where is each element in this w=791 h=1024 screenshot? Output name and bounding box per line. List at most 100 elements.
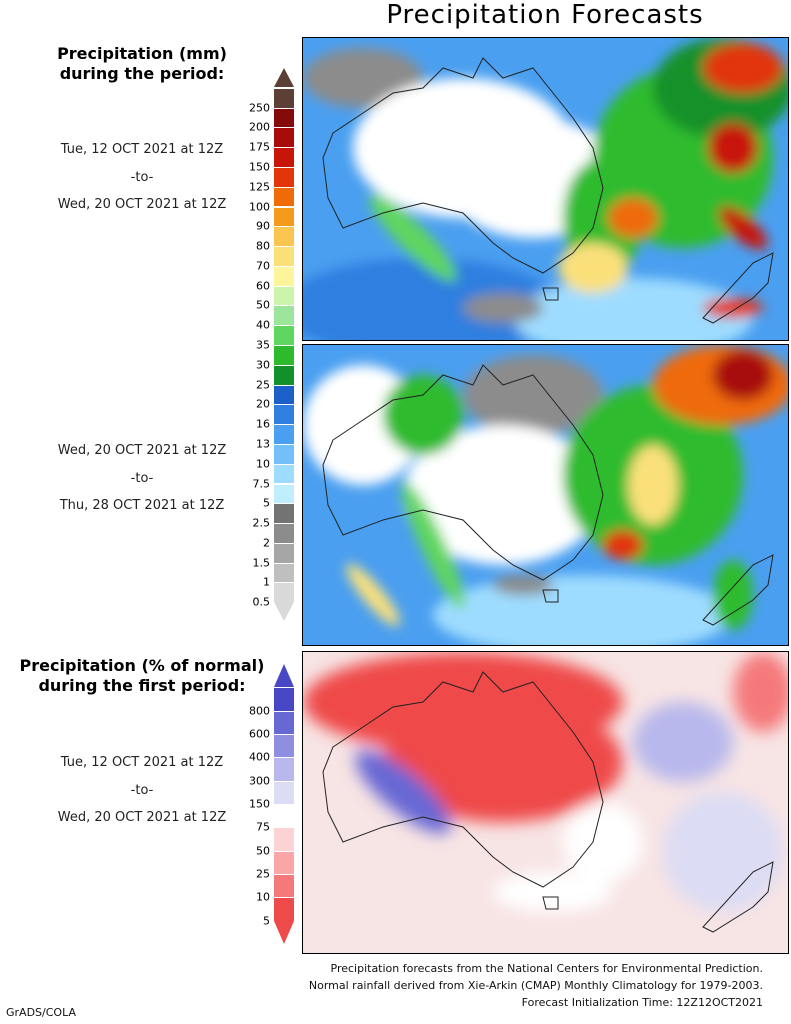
precip-pct-colorbar-swatch (274, 850, 294, 874)
precip-mm-colorbar-level-label: 150 (249, 160, 270, 174)
precip-mm-colorbar-level-label: 1 (263, 575, 270, 589)
precip-mm-colorbar-level-label: 20 (256, 397, 270, 411)
precip-mm-colorbar-swatch (274, 305, 294, 326)
precip-pct-colorbar-level-label: 600 (249, 727, 270, 741)
precip-pct-colorbar-level-label: 10 (256, 890, 270, 904)
precip-pct-colorbar-level-label: 800 (249, 704, 270, 718)
precip-mm-colorbar-swatch (274, 285, 294, 306)
precip-pct-colorbar-arrow-bottom (274, 920, 294, 944)
precip-mm-colorbar-level-label: 125 (249, 180, 270, 194)
precip-pct-heading: Precipitation (% of normal) during the f… (0, 656, 284, 696)
precip-mm-colorbar-swatch (274, 147, 294, 167)
precip-pct-colorbar-arrow-top (274, 664, 294, 687)
footer-notes: Precipitation forecasts from the Nationa… (309, 960, 763, 1011)
precip-mm-colorbar-swatch (274, 384, 294, 405)
precip-mm-colorbar-swatch (274, 443, 294, 464)
precip-pct-colorbar-swatch (274, 780, 294, 804)
precip-mm-colorbar-level-label: 50 (256, 298, 270, 312)
precip-pct-colorbar-level-label: 300 (249, 774, 270, 788)
percent-normal-map (303, 652, 788, 953)
map-panel-percent-normal (302, 651, 789, 954)
precip-mm-colorbar-swatch (274, 226, 294, 247)
period1-end: Wed, 20 OCT 2021 at 12Z (57, 197, 227, 212)
precip-mm-colorbar: 0.5 1 1.5 2 2.5 5 7.5 10 13 16 20 25 30 35 40 50 60 70 80 9… (249, 68, 294, 622)
precip-mm-colorbar-level-label: 70 (256, 259, 270, 273)
precip-mm-colorbar-level-label: 80 (256, 239, 270, 253)
precip-mm-colorbar-level-label: 40 (256, 318, 270, 332)
precip-mm-colorbar-swatch (274, 562, 294, 583)
precip-mm-colorbar-swatch (274, 206, 294, 227)
precip-mm-colorbar-level-label: 10 (256, 457, 270, 471)
map-panel-period1 (302, 37, 789, 341)
precip-mm-colorbar-swatch (274, 542, 294, 563)
precip-mm-colorbar-level-label: 35 (256, 338, 270, 352)
precip-mm-colorbar-swatch (274, 503, 294, 524)
period2-to: -to- (130, 471, 154, 486)
precip-mm-colorbar-swatch (274, 127, 294, 148)
period1-to: -to- (130, 170, 154, 185)
precip-pct-colorbar-level-label: 75 (256, 820, 270, 834)
period3-end: Wed, 20 OCT 2021 at 12Z (57, 810, 227, 825)
precip-pct-heading-line2: during the first period: (38, 676, 246, 695)
precip-mm-colorbar-swatch (274, 463, 294, 484)
precip-mm-colorbar-swatch (274, 325, 294, 345)
precip-pct-colorbar-level-label: 5 (263, 914, 270, 928)
precip-pct-colorbar-swatch (274, 804, 294, 828)
precip-pct-heading-line1: Precipitation (% of normal) (19, 656, 265, 675)
precip-mm-colorbar-swatch (274, 166, 294, 187)
precip-mm-colorbar-swatch (274, 483, 294, 504)
precip-mm-colorbar-swatch (274, 87, 294, 108)
precip-mm-heading-line2: during the period: (59, 64, 225, 83)
precip-mm-colorbar-swatch (274, 345, 294, 365)
precip-mm-colorbar-swatch (274, 186, 294, 207)
precip-mm-colorbar-swatch (274, 364, 294, 385)
precip-mm-heading: Precipitation (mm) during the period: (0, 44, 284, 84)
precip-mm-heading-line1: Precipitation (mm) (57, 44, 227, 63)
precip-mm-colorbar-swatch (274, 107, 294, 128)
precip-mm-colorbar-level-label: 13 (256, 437, 270, 451)
precip-map-period1 (303, 38, 788, 340)
period3-to: -to- (130, 783, 154, 798)
precip-mm-colorbar-level-label: 0.5 (252, 595, 271, 609)
precip-mm-colorbar-level-label: 250 (249, 101, 270, 115)
precip-mm-colorbar-level-label: 2 (263, 536, 270, 550)
page-title: Precipitation Forecasts (386, 0, 704, 30)
precip-mm-colorbar-arrow-top (274, 68, 294, 87)
precip-mm-colorbar-level-label: 7.5 (252, 477, 271, 490)
precip-mm-colorbar-level-label: 60 (256, 279, 270, 293)
precip-mm-colorbar-swatch (274, 265, 294, 286)
precip-mm-colorbar-swatch (274, 424, 294, 444)
precip-mm-colorbar-level-label: 100 (249, 200, 270, 213)
precip-mm-colorbar-level-label: 30 (256, 358, 270, 372)
precip-pct-colorbar-swatch (274, 757, 294, 781)
precip-mm-colorbar-level-label: 25 (256, 378, 270, 392)
precip-map-period2 (303, 345, 788, 645)
precip-pct-colorbar-level-label: 400 (249, 750, 270, 764)
precip-mm-colorbar-swatch (274, 404, 294, 425)
precip-pct-colorbar-level-label: 150 (249, 797, 270, 811)
footer-line1: Precipitation forecasts from the Nationa… (330, 962, 764, 975)
period1-start: Tue, 12 OCT 2021 at 12Z (60, 142, 224, 157)
precip-mm-colorbar-arrow-bottom (274, 602, 294, 622)
precip-pct-colorbar-level-label: 50 (256, 844, 270, 858)
precip-mm-colorbar-swatch (274, 523, 294, 543)
precip-pct-colorbar-swatch (274, 734, 294, 758)
precip-pct-colorbar-swatch (274, 874, 294, 898)
precip-mm-colorbar-level-label: 1.5 (252, 556, 271, 570)
footer-line2: Normal rainfall derived from Xie-Arkin (… (308, 979, 763, 992)
precip-pct-colorbar-swatch (274, 710, 294, 734)
precip-pct-colorbar-swatch (274, 687, 294, 711)
precip-pct-colorbar-swatch (274, 827, 294, 851)
period3-start: Tue, 12 OCT 2021 at 12Z (60, 755, 224, 770)
precip-pct-colorbar-swatch (274, 897, 294, 921)
map-panel-period2 (302, 344, 789, 646)
credit-label: GrADS/COLA (6, 1006, 76, 1019)
precip-pct-colorbar-level-label: 25 (256, 867, 270, 881)
precip-mm-colorbar-level-label: 5 (263, 496, 270, 510)
precip-mm-colorbar-swatch (274, 582, 294, 603)
precip-pct-colorbar: 5 10 25 50 75 150 300 400 600 800 (249, 664, 294, 944)
precip-mm-colorbar-level-label: 2.5 (252, 516, 271, 530)
precip-mm-colorbar-level-label: 175 (249, 140, 270, 154)
precip-mm-colorbar-level-label: 200 (249, 120, 270, 134)
precip-mm-colorbar-swatch (274, 246, 294, 266)
